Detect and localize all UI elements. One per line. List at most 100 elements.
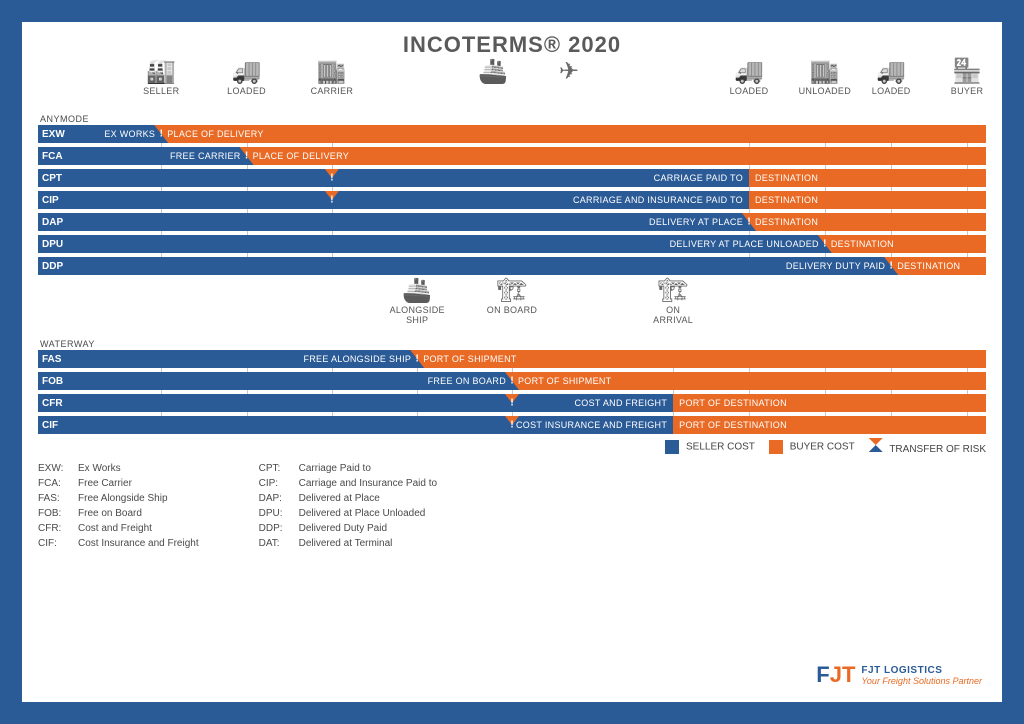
loaded-3-icon-glyph: 🚚 xyxy=(863,60,919,84)
plane-icon: ✈ xyxy=(541,60,597,84)
term-track: COST INSURANCE AND FREIGHTPORT OF DESTIN… xyxy=(80,416,986,434)
loaded-1-icon: 🚚LOADED xyxy=(219,60,275,96)
brand-logo-mark: FJT xyxy=(816,662,855,688)
definition-value: Delivered Duty Paid xyxy=(299,521,387,536)
buyer-segment: PLACE OF DELIVERY xyxy=(161,125,986,143)
term-row-fob: FOBFREE ON BOARDPORT OF SHIPMENT! xyxy=(38,372,986,390)
waterway-bars: FASFREE ALONGSIDE SHIPPORT OF SHIPMENT!F… xyxy=(38,350,986,434)
term-row-fca: FCAFREE CARRIERPLACE OF DELIVERY! xyxy=(38,147,986,165)
seller-segment: COST AND FREIGHT xyxy=(80,394,673,412)
term-track: FREE ON BOARDPORT OF SHIPMENT! xyxy=(80,372,986,390)
loaded-3-icon-label: LOADED xyxy=(863,86,919,96)
term-row-ddp: DDPDELIVERY DUTY PAIDDESTINATION! xyxy=(38,257,986,275)
brand-tagline: Your Freight Solutions Partner xyxy=(861,676,982,686)
buyer-segment: DESTINATION xyxy=(825,235,986,253)
seller-segment: CARRIAGE PAID TO xyxy=(80,169,749,187)
loaded-1-icon-label: LOADED xyxy=(219,86,275,96)
brand-logo: FJT FJT LOGISTICS Your Freight Solutions… xyxy=(816,662,982,688)
definitions: EXW:Ex WorksFCA:Free CarrierFAS:Free Alo… xyxy=(38,461,986,551)
plane-icon-glyph: ✈ xyxy=(541,60,597,84)
onboard-icon-glyph: 🏗 xyxy=(484,279,540,303)
buyer-segment: PORT OF SHIPMENT xyxy=(512,372,986,390)
definition-value: Ex Works xyxy=(78,461,121,476)
term-code: DDP xyxy=(38,257,80,275)
risk-icon: ! xyxy=(330,173,333,184)
buyer-icon-label: BUYER xyxy=(939,86,995,96)
page-title: INCOTERMS® 2020 xyxy=(38,32,986,58)
risk-marker: ! xyxy=(742,213,756,231)
seller-segment: DELIVERY AT PLACE xyxy=(80,213,749,231)
risk-icon: ! xyxy=(510,376,513,387)
legend-seller-label: SELLER COST xyxy=(686,441,755,452)
risk-marker: ! xyxy=(884,257,898,275)
seller-segment: CARRIAGE AND INSURANCE PAID TO xyxy=(80,191,749,209)
term-row-cfr: CFRCOST AND FREIGHTPORT OF DESTINATION! xyxy=(38,394,986,412)
risk-marker: ! xyxy=(818,235,832,253)
risk-icon: ! xyxy=(416,354,419,365)
definition-value: Delivered at Place Unloaded xyxy=(299,506,426,521)
risk-marker: ! xyxy=(325,191,339,209)
seller-segment: FREE ALONGSIDE SHIP xyxy=(80,350,417,368)
term-row-dap: DAPDELIVERY AT PLACEDESTINATION! xyxy=(38,213,986,231)
definition-line: FAS:Free Alongside Ship xyxy=(38,491,199,506)
risk-marker: ! xyxy=(505,394,519,412)
defs-col-2: CPT:Carriage Paid toCIP:Carriage and Ins… xyxy=(259,461,437,551)
definition-key: CIP: xyxy=(259,476,293,491)
definition-line: EXW: Ex Works xyxy=(38,461,199,476)
defs-col-1: EXW:Ex WorksFCA:Free CarrierFAS:Free Alo… xyxy=(38,461,199,551)
definition-key: DAT: xyxy=(259,536,293,551)
loaded-2-icon-label: LOADED xyxy=(721,86,777,96)
unloaded-icon-glyph: 🏬 xyxy=(797,60,853,84)
legend-buyer-label: BUYER COST xyxy=(790,441,855,452)
buyer-segment: PORT OF DESTINATION xyxy=(673,416,986,434)
buyer-icon: 🏪BUYER xyxy=(939,60,995,96)
term-row-dpu: DPUDELIVERY AT PLACE UNLOADEDDESTINATION… xyxy=(38,235,986,253)
risk-marker: ! xyxy=(505,416,519,434)
onboard-icon: 🏗ON BOARD xyxy=(484,279,540,315)
definition-value: Cost and Freight xyxy=(78,521,152,536)
risk-icon: ! xyxy=(330,195,333,206)
definition-key: FOB: xyxy=(38,506,72,521)
carrier-icon: 🏬CARRIER xyxy=(304,60,360,96)
loaded-3-icon: 🚚 LOADED xyxy=(863,60,919,96)
definition-line: CPT:Carriage Paid to xyxy=(259,461,437,476)
risk-marker: ! xyxy=(240,147,254,165)
brand-name: FJT LOGISTICS xyxy=(861,665,982,676)
carrier-icon-label: CARRIER xyxy=(304,86,360,96)
risk-marker: ! xyxy=(505,372,519,390)
term-code: CIP xyxy=(38,191,80,209)
term-row-exw: EXWEX WORKSPLACE OF DELIVERY! xyxy=(38,125,986,143)
arrival-icon: 🏗ON ARRIVAL xyxy=(645,279,701,325)
definition-key: FCA: xyxy=(38,476,72,491)
legend: SELLER COST BUYER COST TRANSFER OF RISK xyxy=(38,438,986,455)
alongside-icon: 🚢ALONGSIDE SHIP xyxy=(389,279,445,325)
seller-icon: 🏭SELLER xyxy=(133,60,189,96)
loaded-2-icon-glyph: 🚚 xyxy=(721,60,777,84)
term-track: FREE CARRIERPLACE OF DELIVERY! xyxy=(80,147,986,165)
term-code: CFR xyxy=(38,394,80,412)
risk-marker: ! xyxy=(154,125,168,143)
risk-icon: ! xyxy=(160,129,163,140)
definition-key: EXW: xyxy=(38,461,72,476)
chart-wrap: 🏭SELLER🚚LOADED🏬CARRIER🚢✈🚚LOADED🏬UNLOADED… xyxy=(38,60,986,455)
definition-key: CPT: xyxy=(259,461,293,476)
waterway-label: WATERWAY xyxy=(40,339,986,349)
term-track: EX WORKSPLACE OF DELIVERY! xyxy=(80,125,986,143)
buyer-segment: DESTINATION xyxy=(891,257,986,275)
ship-icon-glyph: 🚢 xyxy=(465,60,521,84)
top-icons-row: 🏭SELLER🚚LOADED🏬CARRIER🚢✈🚚LOADED🏬UNLOADED… xyxy=(38,60,986,114)
anymode-label: ANYMODE xyxy=(40,114,986,124)
brand-logo-f: F xyxy=(816,662,829,687)
definition-key: CIF: xyxy=(38,536,72,551)
definition-line: DDP:Delivered Duty Paid xyxy=(259,521,437,536)
seller-icon-glyph: 🏭 xyxy=(133,60,189,84)
brand-text: FJT LOGISTICS Your Freight Solutions Par… xyxy=(861,665,982,686)
definition-key: DPU: xyxy=(259,506,293,521)
definition-line: DAP:Delivered at Place xyxy=(259,491,437,506)
seller-segment: DELIVERY AT PLACE UNLOADED xyxy=(80,235,825,253)
term-track: FREE ALONGSIDE SHIPPORT OF SHIPMENT! xyxy=(80,350,986,368)
arrival-icon-glyph: 🏗 xyxy=(645,279,701,303)
buyer-segment: DESTINATION xyxy=(749,213,986,231)
term-code: CIF xyxy=(38,416,80,434)
seller-segment: FREE CARRIER xyxy=(80,147,247,165)
